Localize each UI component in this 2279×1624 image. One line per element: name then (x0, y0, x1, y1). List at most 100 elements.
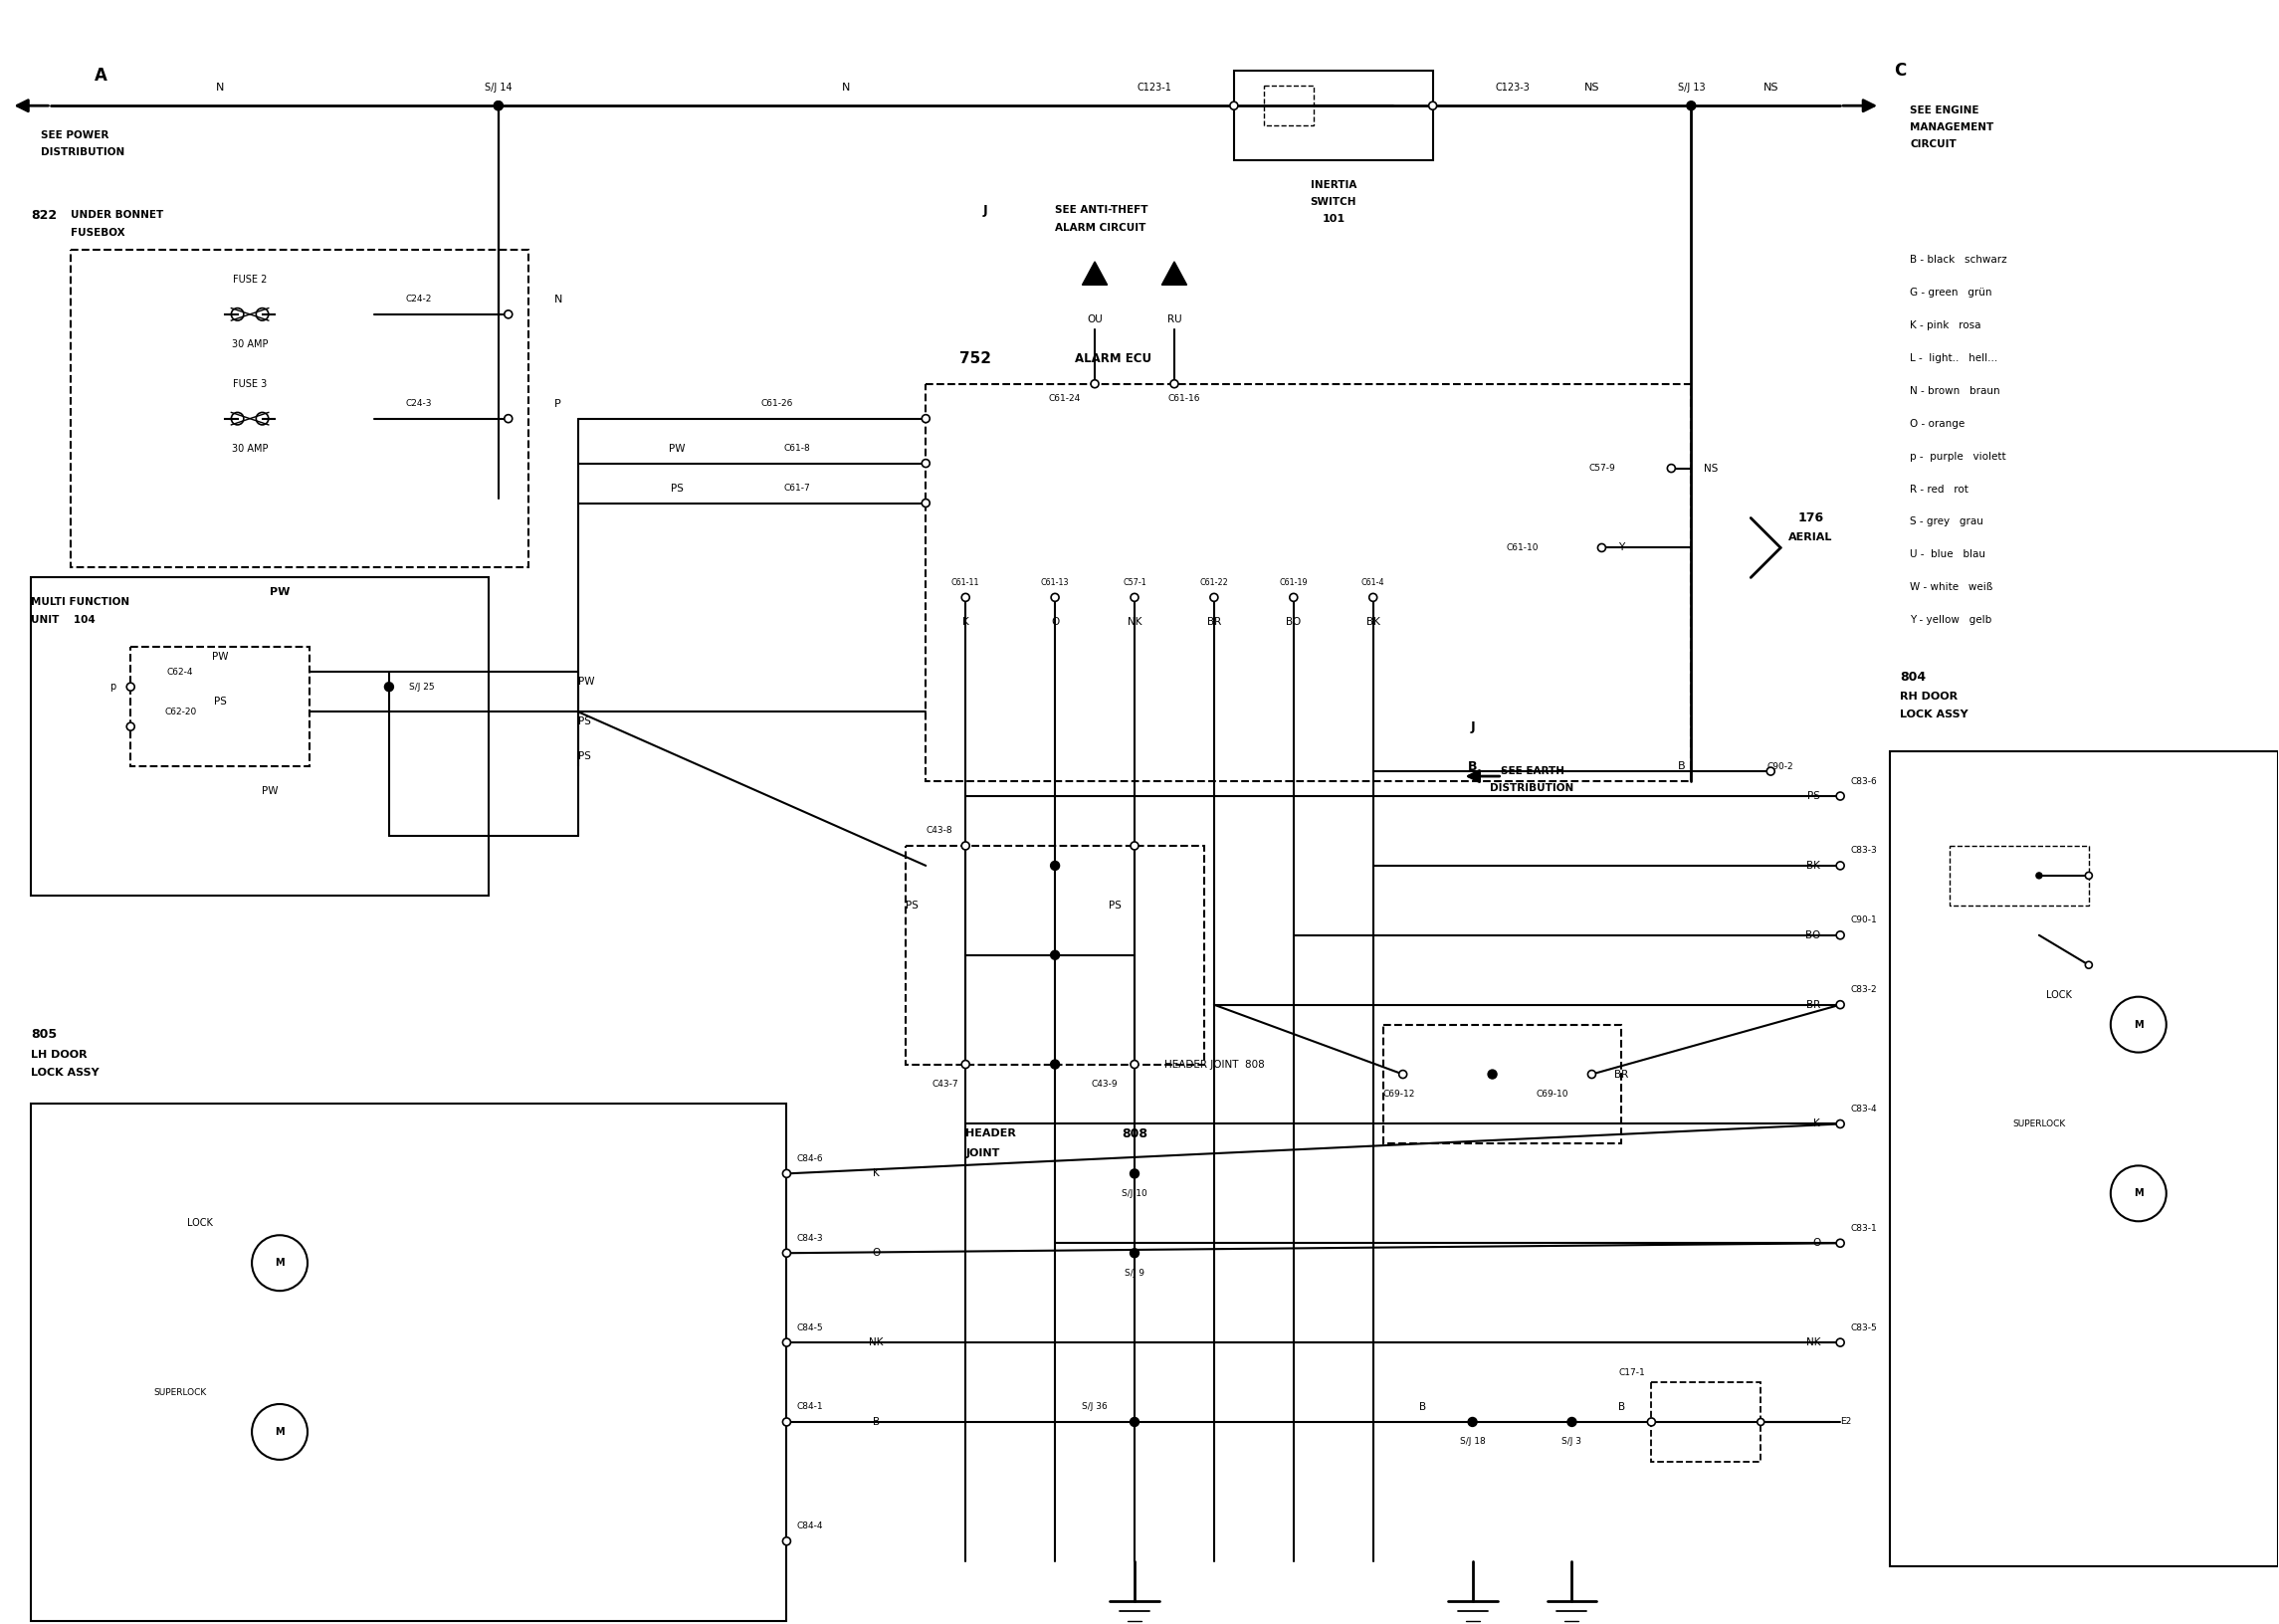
Text: C83-2: C83-2 (1851, 986, 1876, 994)
Text: LOCK ASSY: LOCK ASSY (32, 1067, 100, 1077)
Text: U -  blue   blau: U - blue blau (1910, 551, 1985, 560)
Circle shape (495, 101, 504, 110)
Text: DISTRIBUTION: DISTRIBUTION (41, 148, 125, 158)
Bar (925, 383, 1691, 781)
Text: Y - yellow   gelb: Y - yellow gelb (1910, 615, 1992, 625)
Text: C62-4: C62-4 (166, 667, 194, 677)
Text: PS: PS (579, 752, 590, 762)
Circle shape (1130, 1169, 1140, 1177)
Text: SEE ENGINE: SEE ENGINE (1910, 106, 1978, 115)
Text: PS: PS (579, 716, 590, 726)
Text: M: M (276, 1259, 285, 1268)
Bar (130, 646, 310, 767)
Text: B: B (1420, 1402, 1427, 1411)
Text: C84-4: C84-4 (798, 1522, 823, 1531)
Circle shape (1837, 1121, 1844, 1129)
Text: 752: 752 (959, 351, 991, 367)
Text: C83-6: C83-6 (1851, 776, 1878, 786)
Text: C61-8: C61-8 (784, 443, 809, 453)
Text: BR: BR (1614, 1069, 1629, 1080)
Text: J: J (982, 203, 987, 216)
Text: M: M (2133, 1189, 2142, 1199)
Bar (1652, 1382, 1762, 1462)
Text: C69-10: C69-10 (1536, 1090, 1568, 1098)
Text: NS: NS (1764, 83, 1778, 93)
Text: N: N (217, 83, 223, 93)
Bar (32, 578, 488, 895)
Text: C61-24: C61-24 (1048, 395, 1080, 403)
Text: C17-1: C17-1 (1618, 1367, 1645, 1377)
Text: LOCK: LOCK (2047, 989, 2072, 1000)
Text: S/J 9: S/J 9 (1124, 1268, 1144, 1278)
Text: S/J 10: S/J 10 (1121, 1189, 1146, 1199)
Text: PW: PW (269, 588, 289, 598)
Text: S/J 14: S/J 14 (485, 83, 513, 93)
Text: C24-2: C24-2 (406, 296, 433, 304)
Circle shape (1429, 102, 1436, 110)
Text: G - green   grün: G - green grün (1910, 287, 1992, 297)
Bar (1233, 71, 1433, 161)
Circle shape (1837, 931, 1844, 939)
Text: FUSE 3: FUSE 3 (232, 378, 267, 388)
Text: N - brown   braun: N - brown braun (1910, 387, 2001, 396)
Circle shape (1766, 767, 1775, 775)
Text: S/J 18: S/J 18 (1459, 1437, 1486, 1447)
Text: O: O (873, 1249, 880, 1259)
Circle shape (230, 309, 244, 320)
Text: UNDER BONNET: UNDER BONNET (71, 209, 164, 219)
Circle shape (1130, 841, 1140, 849)
Text: C61-16: C61-16 (1169, 395, 1201, 403)
Circle shape (921, 414, 930, 422)
Text: N: N (554, 294, 563, 304)
Text: CIRCUIT: CIRCUIT (1910, 140, 1955, 149)
Text: S/J 25: S/J 25 (408, 682, 435, 692)
Text: C61-11: C61-11 (950, 578, 980, 586)
Text: B: B (873, 1418, 880, 1427)
Circle shape (2085, 961, 2092, 968)
Circle shape (1668, 464, 1675, 473)
Circle shape (1598, 544, 1607, 552)
Circle shape (1837, 1000, 1844, 1009)
Text: S - grey   grau: S - grey grau (1910, 516, 1983, 526)
Text: PS: PS (214, 697, 226, 706)
Text: SUPERLOCK: SUPERLOCK (153, 1387, 207, 1397)
Text: p: p (109, 682, 116, 692)
Circle shape (2110, 1166, 2167, 1221)
Text: C83-1: C83-1 (1851, 1224, 1878, 1233)
Circle shape (1588, 1070, 1595, 1078)
Circle shape (962, 593, 969, 601)
Bar (1889, 752, 2277, 1566)
Bar (1949, 846, 2090, 906)
Text: C: C (1894, 62, 1905, 80)
Circle shape (782, 1538, 791, 1544)
Text: AERIAL: AERIAL (1789, 533, 1832, 542)
Circle shape (1051, 1060, 1060, 1069)
Text: C84-1: C84-1 (798, 1403, 823, 1411)
Circle shape (1210, 593, 1217, 601)
Text: W - white   weiß: W - white weiß (1910, 583, 1992, 593)
Text: C57-1: C57-1 (1124, 578, 1146, 586)
Circle shape (495, 101, 504, 110)
Text: C83-5: C83-5 (1851, 1324, 1878, 1332)
Text: PS: PS (1807, 791, 1821, 801)
Text: LOCK ASSY: LOCK ASSY (1901, 710, 1969, 719)
Text: ALARM ECU: ALARM ECU (1076, 352, 1151, 365)
Text: MULTI FUNCTION: MULTI FUNCTION (32, 598, 130, 607)
Text: B - black   schwarz: B - black schwarz (1910, 255, 2008, 265)
Text: NS: NS (1705, 463, 1718, 473)
Circle shape (253, 1405, 308, 1460)
Text: SEE EARTH: SEE EARTH (1500, 767, 1563, 776)
Text: J: J (1470, 719, 1475, 732)
Circle shape (385, 682, 394, 692)
Circle shape (1837, 1239, 1844, 1247)
Text: C43-7: C43-7 (932, 1080, 959, 1088)
Text: PW: PW (212, 653, 228, 663)
Text: 822: 822 (32, 208, 57, 221)
Text: C62-20: C62-20 (164, 706, 196, 716)
Circle shape (1051, 861, 1060, 870)
Text: 101: 101 (1322, 214, 1345, 224)
Text: BR: BR (1208, 617, 1222, 627)
Text: PW: PW (579, 677, 595, 687)
Circle shape (1468, 1418, 1477, 1426)
Text: C61-19: C61-19 (1279, 578, 1308, 586)
